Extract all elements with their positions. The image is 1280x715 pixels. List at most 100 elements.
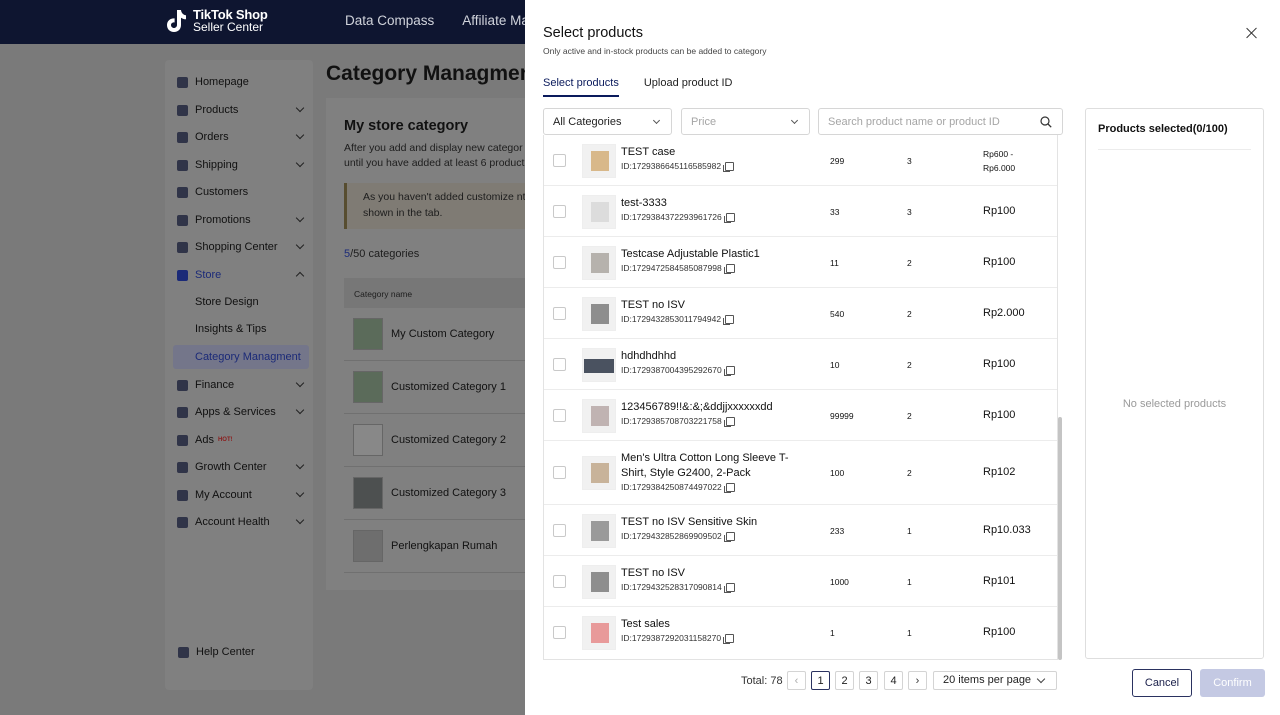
product-name: Men's Ultra Cotton Long Sleeve T-Shirt, … <box>621 452 789 479</box>
product-checkbox[interactable] <box>553 575 566 588</box>
sidebar-item-shopping-center[interactable]: Shopping Center <box>177 237 307 257</box>
product-sold: 1 <box>907 526 912 536</box>
list-item[interactable]: TEST no ISV Sensitive Skin ID:1729432852… <box>544 505 1057 556</box>
product-stock: 99999 <box>830 411 854 421</box>
pagination-page-1[interactable]: 1 <box>811 671 830 690</box>
sidebar-item-products[interactable]: Products <box>177 100 307 120</box>
sidebar-item-finance[interactable]: Finance <box>177 375 307 395</box>
product-checkbox[interactable] <box>553 205 566 218</box>
sidebar-subitem-category-managment[interactable]: Category Managment <box>195 351 301 363</box>
sidebar-item-label: Shipping <box>195 159 238 171</box>
table-row[interactable]: Customized Category 2 <box>344 414 536 467</box>
pagination-page-3[interactable]: 3 <box>859 671 878 690</box>
sidebar-item-promotions[interactable]: Promotions <box>177 210 307 230</box>
cancel-button[interactable]: Cancel <box>1132 669 1192 697</box>
list-item[interactable]: 123456789!!&:&;&ddjjxxxxxxdd ID:17293857… <box>544 390 1057 441</box>
price-filter-dropdown[interactable]: Price <box>681 108 810 135</box>
sidebar-item-homepage[interactable]: Homepage <box>177 72 307 92</box>
product-name: TEST no ISV Sensitive Skin <box>621 516 758 528</box>
chevron-right-icon: › <box>915 674 920 687</box>
list-item[interactable]: Men's Ultra Cotton Long Sleeve T-Shirt, … <box>544 441 1057 505</box>
copy-icon[interactable] <box>723 582 735 593</box>
product-stock: 33 <box>830 207 840 217</box>
sidebar-item-growth-center[interactable]: Growth Center <box>177 457 307 477</box>
table-row[interactable]: My Custom Category <box>344 308 536 361</box>
logo-line2: Seller Center <box>193 20 264 34</box>
table-row[interactable]: Customized Category 1 <box>344 361 536 414</box>
nav-affiliate-marketing[interactable]: Affiliate Mark <box>462 13 541 28</box>
close-icon[interactable] <box>1246 27 1258 39</box>
search-icon[interactable] <box>1040 116 1052 128</box>
list-scrollbar[interactable] <box>1058 417 1062 660</box>
sidebar-item-account-health[interactable]: Account Health <box>177 512 307 532</box>
table-row[interactable]: Customized Category 3 <box>344 467 536 520</box>
product-image <box>584 359 614 373</box>
items-per-page-select[interactable]: 20 items per page <box>933 671 1057 690</box>
list-item[interactable]: Testcase Adjustable Plastic1 ID:17294725… <box>544 237 1057 288</box>
copy-icon[interactable] <box>723 314 735 325</box>
product-checkbox[interactable] <box>553 466 566 479</box>
help-icon <box>178 646 189 658</box>
sidebar-item-store[interactable]: Store <box>177 265 307 285</box>
product-checkbox[interactable] <box>553 154 566 167</box>
sidebar-subitem-insights-tips[interactable]: Insights & Tips <box>195 323 267 335</box>
selected-products-title: Products selected(0/100) <box>1098 123 1228 135</box>
product-checkbox[interactable] <box>553 256 566 269</box>
sidebar-item-ads[interactable]: Ads HOT! <box>177 430 307 450</box>
table-row[interactable]: Perlengkapan Rumah <box>344 520 536 573</box>
product-id: ID:1729385708703221758 <box>621 416 735 427</box>
tiktok-shop-logo[interactable]: TikTok Shop Seller Center <box>165 8 268 34</box>
sidebar-item-label: Shopping Center <box>195 241 278 253</box>
chevron-down-icon <box>295 488 305 498</box>
nav-data-compass[interactable]: Data Compass <box>345 13 435 28</box>
product-search-input[interactable]: Search product name or product ID <box>818 108 1063 135</box>
copy-icon[interactable] <box>723 531 735 542</box>
product-sold: 2 <box>907 411 912 421</box>
sidebar-subitem-store-design[interactable]: Store Design <box>195 296 259 308</box>
product-thumbnail <box>582 348 616 382</box>
product-checkbox[interactable] <box>553 358 566 371</box>
copy-icon[interactable] <box>723 416 735 427</box>
pagination-next-button[interactable]: › <box>908 671 927 690</box>
list-item[interactable]: Test sales ID:1729387292031158270 1 1 Rp… <box>544 607 1057 658</box>
pagination-page-4[interactable]: 4 <box>884 671 903 690</box>
list-item[interactable]: hdhdhdhhd ID:1729387004395292670 10 2 Rp… <box>544 339 1057 390</box>
pagination-page-2[interactable]: 2 <box>835 671 854 690</box>
sidebar-item-orders[interactable]: Orders <box>177 127 307 147</box>
category-count-total: /50 categories <box>350 248 420 260</box>
chevron-down-icon <box>1036 674 1046 684</box>
tab-select-products[interactable]: Select products <box>543 77 619 97</box>
list-item[interactable]: test-3333 ID:1729384372293961726 33 3 Rp… <box>544 186 1057 237</box>
list-item[interactable]: TEST no ISV ID:1729432853011794942 540 2… <box>544 288 1057 339</box>
pagination-prev-button[interactable]: ‹ <box>787 671 806 690</box>
tab-upload-product-id[interactable]: Upload product ID <box>643 77 733 89</box>
sidebar-item-shipping[interactable]: Shipping <box>177 155 307 175</box>
product-checkbox[interactable] <box>553 524 566 537</box>
category-filter-dropdown[interactable]: All Categories <box>543 108 672 135</box>
product-id-text: ID:1729432528317090814 <box>621 582 722 592</box>
copy-icon[interactable] <box>723 633 735 644</box>
list-item[interactable]: TEST no ISV ID:1729432528317090814 1000 … <box>544 556 1057 607</box>
product-checkbox[interactable] <box>553 307 566 320</box>
confirm-button[interactable]: Confirm <box>1200 669 1265 697</box>
copy-icon[interactable] <box>723 482 735 493</box>
megaphone-icon <box>177 214 188 226</box>
product-checkbox[interactable] <box>553 409 566 422</box>
product-checkbox[interactable] <box>553 626 566 639</box>
product-thumbnail <box>582 297 616 331</box>
sidebar-item-my-account[interactable]: My Account <box>177 485 307 505</box>
product-sold: 1 <box>907 628 912 638</box>
copy-icon[interactable] <box>723 365 735 376</box>
help-center-link[interactable]: Help Center <box>178 646 255 658</box>
copy-icon[interactable] <box>723 212 735 223</box>
category-name: Customized Category 2 <box>391 434 506 446</box>
sidebar-item-apps-services[interactable]: Apps & Services <box>177 402 307 422</box>
copy-icon[interactable] <box>723 263 735 274</box>
list-item[interactable]: TEST case ID:1729386645116585982 299 3 R… <box>544 135 1057 186</box>
sidebar-item-label: Homepage <box>195 76 249 88</box>
chevron-down-icon <box>790 116 799 125</box>
category-count: 5/50 categories <box>344 248 419 260</box>
copy-icon[interactable] <box>723 161 735 172</box>
sidebar-item-customers[interactable]: Customers <box>177 182 307 202</box>
product-image <box>591 572 609 592</box>
